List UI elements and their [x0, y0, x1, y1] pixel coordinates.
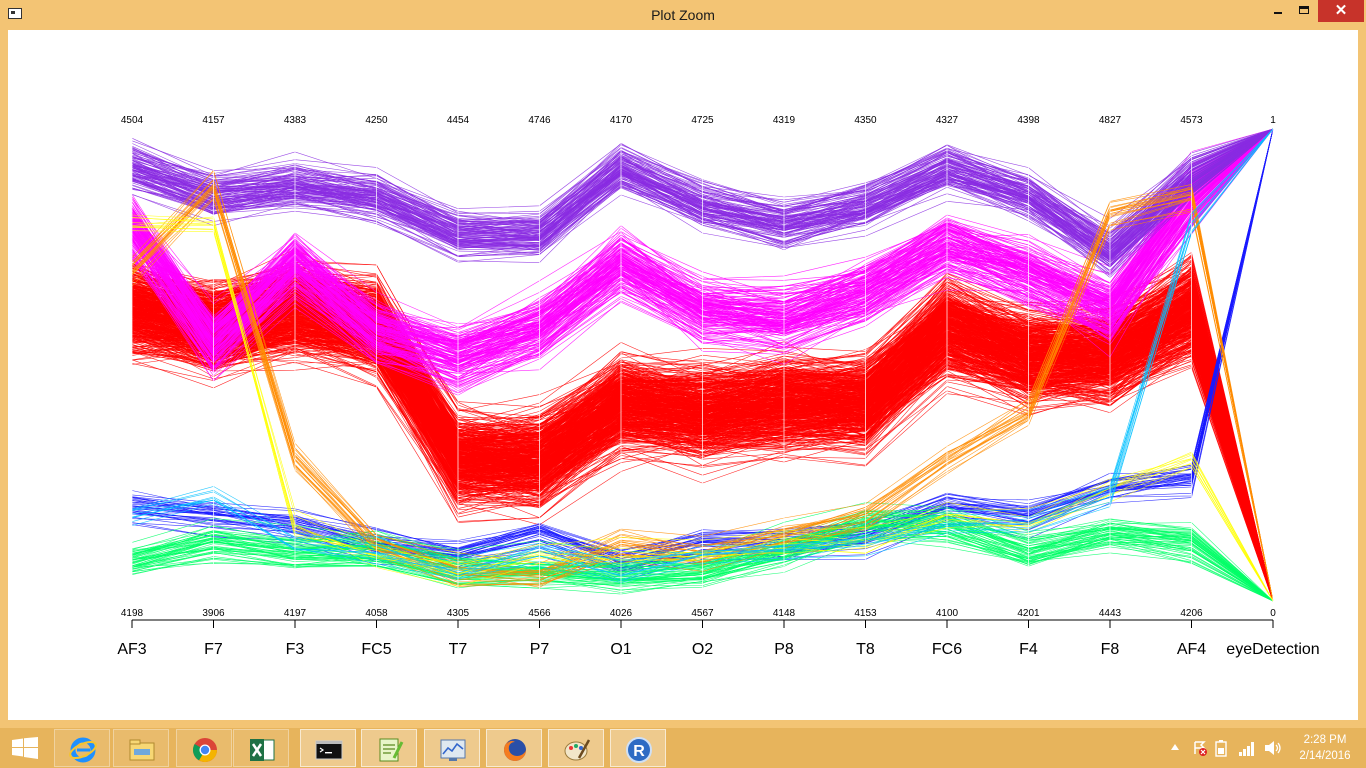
- axis-max-label: 4398: [1017, 115, 1040, 126]
- minimize-button[interactable]: [1265, 0, 1291, 22]
- axis-max-label: 4250: [365, 115, 388, 126]
- axis-max-label: 4327: [936, 115, 959, 126]
- window-menu-icon[interactable]: [8, 8, 22, 19]
- axis-name-label: F3: [286, 641, 305, 658]
- axis-max-label: 4157: [202, 115, 225, 126]
- action-center-icon[interactable]: [1192, 740, 1208, 756]
- show-hidden-icons-icon[interactable]: [1170, 743, 1180, 751]
- axis-min-label: 0: [1270, 608, 1276, 619]
- axis-max-label: 4573: [1180, 115, 1203, 126]
- taskbar: R 2:28 PM 2/14/2016: [0, 728, 1366, 768]
- close-button[interactable]: ✕: [1318, 0, 1364, 22]
- axis-min-label: 4197: [284, 608, 307, 619]
- network-icon[interactable]: [1238, 740, 1256, 756]
- firefox-icon: [504, 739, 526, 761]
- taskbar-internet-explorer[interactable]: [54, 729, 110, 767]
- file-explorer-icon: [129, 739, 155, 761]
- parallel-coordinates-chart: 4504 4198 AF3 4157 3906 F7 4383 4197 F3 4250 4058 F…: [117, 115, 1319, 658]
- axis-name-label: F4: [1019, 641, 1038, 658]
- axis-min-label: 4443: [1099, 608, 1122, 619]
- axis-min-label: 4566: [528, 608, 551, 619]
- axis-max-label: 4170: [610, 115, 633, 126]
- maximize-button[interactable]: [1291, 0, 1317, 22]
- axis-name-label: FC5: [361, 641, 391, 658]
- excel-icon: [250, 739, 275, 761]
- notepad-plus-plus-icon: [379, 738, 404, 762]
- plot-zoom-window: Plot Zoom ✕ 4504 4198 AF3 4157 3906 F7 4383 419…: [0, 0, 1366, 720]
- taskbar-file-explorer[interactable]: [113, 729, 169, 767]
- axis-name-label: T8: [856, 641, 875, 658]
- taskbar-notepad-plus-plus[interactable]: [361, 729, 417, 767]
- axis-name-label: AF4: [1177, 641, 1206, 658]
- axis-name-label: O2: [692, 641, 713, 658]
- window-title: Plot Zoom: [651, 7, 715, 23]
- axis-max-label: 4319: [773, 115, 796, 126]
- taskbar-firefox[interactable]: [486, 729, 542, 767]
- command-prompt-icon: [315, 740, 343, 760]
- axis-name-label: T7: [449, 641, 468, 658]
- maximize-icon: [1299, 6, 1309, 14]
- paint-icon: [564, 739, 591, 761]
- axis-max-label: 4827: [1099, 115, 1122, 126]
- axis-min-label: 4026: [610, 608, 633, 619]
- axis-min-label: 4567: [691, 608, 714, 619]
- axis-max-label: 4454: [447, 115, 470, 126]
- axis-max-label: 4383: [284, 115, 307, 126]
- axis-min-label: 4198: [121, 608, 144, 619]
- r-icon: R: [626, 737, 652, 763]
- svg-text:R: R: [633, 743, 645, 760]
- clock[interactable]: 2:28 PM 2/14/2016: [1290, 732, 1360, 764]
- axis-max-label: 4504: [121, 115, 144, 126]
- title-bar[interactable]: Plot Zoom ✕: [0, 0, 1366, 30]
- axis-name-label: F8: [1101, 641, 1120, 658]
- taskbar-performance-monitor[interactable]: [424, 729, 480, 767]
- axis-max-label: 1: [1270, 115, 1276, 126]
- taskbar-r[interactable]: R: [610, 729, 666, 767]
- clock-time: 2:28 PM: [1303, 734, 1347, 746]
- axes-group: [131, 129, 1274, 628]
- axis-name-label: eyeDetection: [1226, 641, 1319, 658]
- axis-min-label: 4206: [1180, 608, 1203, 619]
- axis-name-label: P7: [530, 641, 550, 658]
- clock-date: 2/14/2016: [1299, 750, 1351, 762]
- axis-min-label: 3906: [202, 608, 225, 619]
- labels-group: 4504 4198 AF3 4157 3906 F7 4383 4197 F3 4250 4058 F…: [117, 115, 1319, 658]
- taskbar-command-prompt[interactable]: [300, 729, 356, 767]
- axis-name-label: F7: [204, 641, 223, 658]
- taskbar-chrome[interactable]: [176, 729, 232, 767]
- power-icon[interactable]: [1214, 739, 1228, 757]
- axis-min-label: 4305: [447, 608, 470, 619]
- axis-max-label: 4350: [854, 115, 877, 126]
- axis-name-label: P8: [774, 641, 794, 658]
- performance-monitor-icon: [440, 739, 466, 761]
- minimize-icon: [1274, 12, 1282, 14]
- taskbar-paint[interactable]: [548, 729, 604, 767]
- volume-icon[interactable]: [1264, 740, 1282, 756]
- axis-max-label: 4746: [528, 115, 551, 126]
- windows-logo-icon: [12, 737, 38, 759]
- start-button[interactable]: [12, 737, 38, 764]
- axis-name-label: O1: [610, 641, 631, 658]
- axis-name-label: FC6: [932, 641, 962, 658]
- axis-min-label: 4153: [854, 608, 877, 619]
- axis-min-label: 4148: [773, 608, 796, 619]
- taskbar-excel[interactable]: [233, 729, 289, 767]
- axis-min-label: 4058: [365, 608, 388, 619]
- axis-min-label: 4201: [1017, 608, 1040, 619]
- axis-max-label: 4725: [691, 115, 714, 126]
- chrome-icon: [192, 738, 217, 763]
- internet-explorer-icon: [69, 737, 97, 763]
- axis-min-label: 4100: [936, 608, 959, 619]
- plot-area: 4504 4198 AF3 4157 3906 F7 4383 4197 F3 4250 4058 F…: [8, 30, 1358, 720]
- axis-name-label: AF3: [117, 641, 146, 658]
